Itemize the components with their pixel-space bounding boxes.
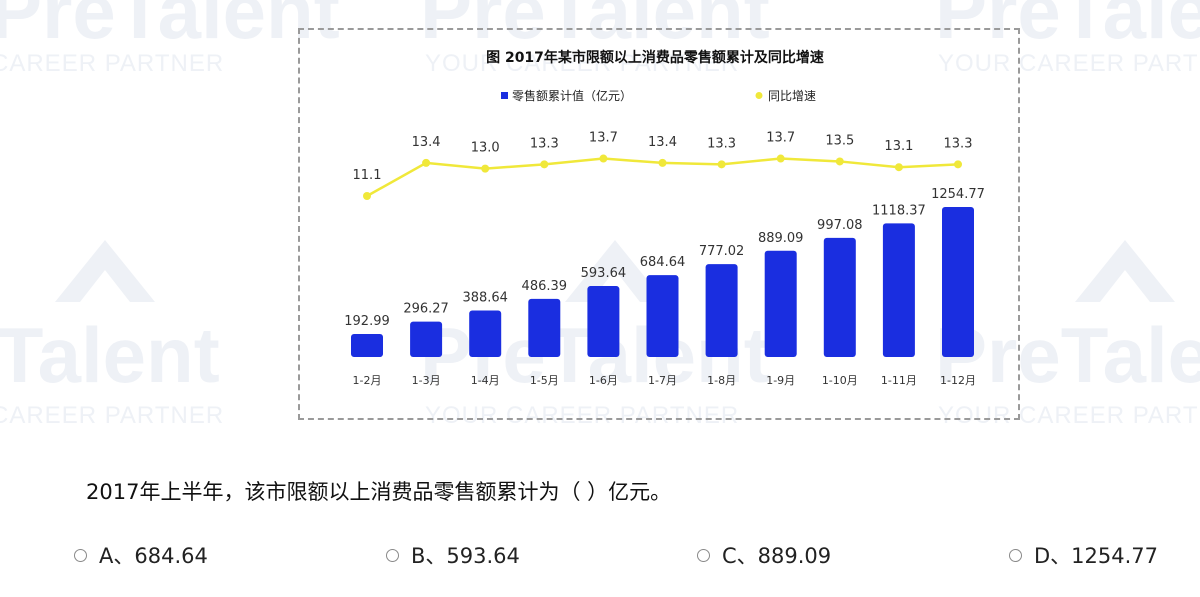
bar-1-8月 [705,264,738,357]
watermark-logo-icon [55,240,155,302]
growth-value-label: 13.7 [589,131,618,146]
bar-value-label: 889.09 [758,231,804,246]
x-tick-label: 1-9月 [766,374,795,387]
watermark-logo-icon [1075,240,1175,302]
watermark-brand: PreTalent [420,0,770,55]
option-label: B、593.64 [411,544,520,568]
growth-value-label: 13.7 [766,131,795,146]
chart-frame [298,28,1020,420]
growth-point [422,158,431,167]
watermark-brand: PreTalent [0,0,340,55]
watermark-brand: PreTalent [0,311,220,399]
watermark-tagline: YOUR CAREER PARTNER [425,402,740,429]
bar-value-label: 1118.37 [872,203,926,218]
x-tick-label: 1-4月 [471,374,500,387]
bar-1-5月 [528,298,561,357]
chart-title: 图 2017年某市限额以上消费品零售额累计及同比增速 [486,49,824,66]
bar-value-label: 684.64 [640,255,686,270]
bar-value-label: 192.99 [344,314,390,329]
x-tick-label: 1-6月 [589,374,618,387]
option-label: A、684.64 [99,544,208,568]
watermark-brand: PreTalent [935,311,1200,399]
radio-icon[interactable] [386,548,399,562]
bar-1-11月 [882,223,915,357]
bar-1-4月 [469,310,502,357]
option-d[interactable]: D、1254.77 [1009,540,1158,570]
growth-point [540,160,549,169]
bar-1-6月 [587,286,620,357]
bar-value-label: 1254.77 [931,187,985,202]
option-a[interactable]: A、684.64 [74,540,208,570]
legend-swatch-bar [501,92,508,99]
bar-1-7月 [646,275,679,357]
watermark-brand: PreTalent [935,0,1200,55]
growth-point [776,154,785,163]
growth-point [835,157,844,166]
x-tick-label: 1-11月 [881,374,917,387]
bar-value-label: 777.02 [699,244,745,259]
growth-value-label: 13.1 [884,139,913,154]
x-tick-label: 1-3月 [412,374,441,387]
watermark-tagline: YOUR CAREER PARTNER [938,50,1200,77]
growth-value-label: 13.3 [944,136,973,151]
growth-point [894,163,903,172]
radio-icon[interactable] [74,548,87,562]
bar-value-label: 388.64 [462,291,508,306]
growth-value-label: 13.3 [530,136,559,151]
x-tick-label: 1-5月 [530,374,559,387]
radio-icon[interactable] [1009,548,1022,562]
bar-1-10月 [823,237,856,357]
option-c[interactable]: C、889.09 [697,540,831,570]
watermark-tagline: YOUR CAREER PARTNER [0,402,225,429]
bar-1-12月 [942,207,974,357]
x-tick-label: 1-7月 [648,374,677,387]
bar-1-9月 [764,250,797,357]
x-tick-label: 1-2月 [353,374,382,387]
legend: 零售额累计值（亿元） 同比增速 [501,88,816,103]
x-tick-label: 1-10月 [822,374,858,387]
legend-swatch-line [755,92,763,99]
growth-point [363,192,371,200]
growth-point [481,164,490,173]
bar-1-2月 [351,333,383,357]
growth-point [954,160,962,169]
radio-icon[interactable] [697,548,710,562]
growth-point [717,160,726,169]
growth-value-label: 13.0 [471,141,500,156]
option-label: D、1254.77 [1034,544,1159,568]
growth-value-label: 11.1 [353,168,382,183]
growth-value-label: 13.4 [412,135,441,150]
chart: 图 2017年某市限额以上消费品零售额累计及同比增速 零售额累计值（亿元） 同比… [344,49,985,387]
growth-value-label: 13.3 [707,136,736,151]
bar-value-label: 296.27 [403,302,449,317]
growth-point [599,154,608,163]
option-b[interactable]: B、593.64 [386,540,520,570]
watermark-tagline: YOUR CAREER PARTNER [0,50,225,77]
bar-value-label: 593.64 [581,266,627,281]
legend-label-line: 同比增速 [768,89,816,103]
question-text: 2017年上半年，该市限额以上消费品零售额累计为（ ）亿元。 [86,480,672,504]
option-label: C、889.09 [722,544,832,568]
bar-value-label: 486.39 [522,279,568,294]
watermark-tagline: YOUR CAREER PARTNER [938,402,1200,429]
growth-value-label: 13.5 [825,133,854,148]
growth-value-label: 13.4 [648,135,677,150]
bar-1-3月 [410,321,443,357]
growth-point [658,158,667,167]
watermark-tagline: YOUR CAREER PARTNER [425,50,740,77]
x-tick-label: 1-8月 [707,374,736,387]
x-tick-label: 1-12月 [940,374,976,387]
bar-value-label: 997.08 [817,218,863,233]
legend-label-bar: 零售额累计值（亿元） [512,88,632,103]
